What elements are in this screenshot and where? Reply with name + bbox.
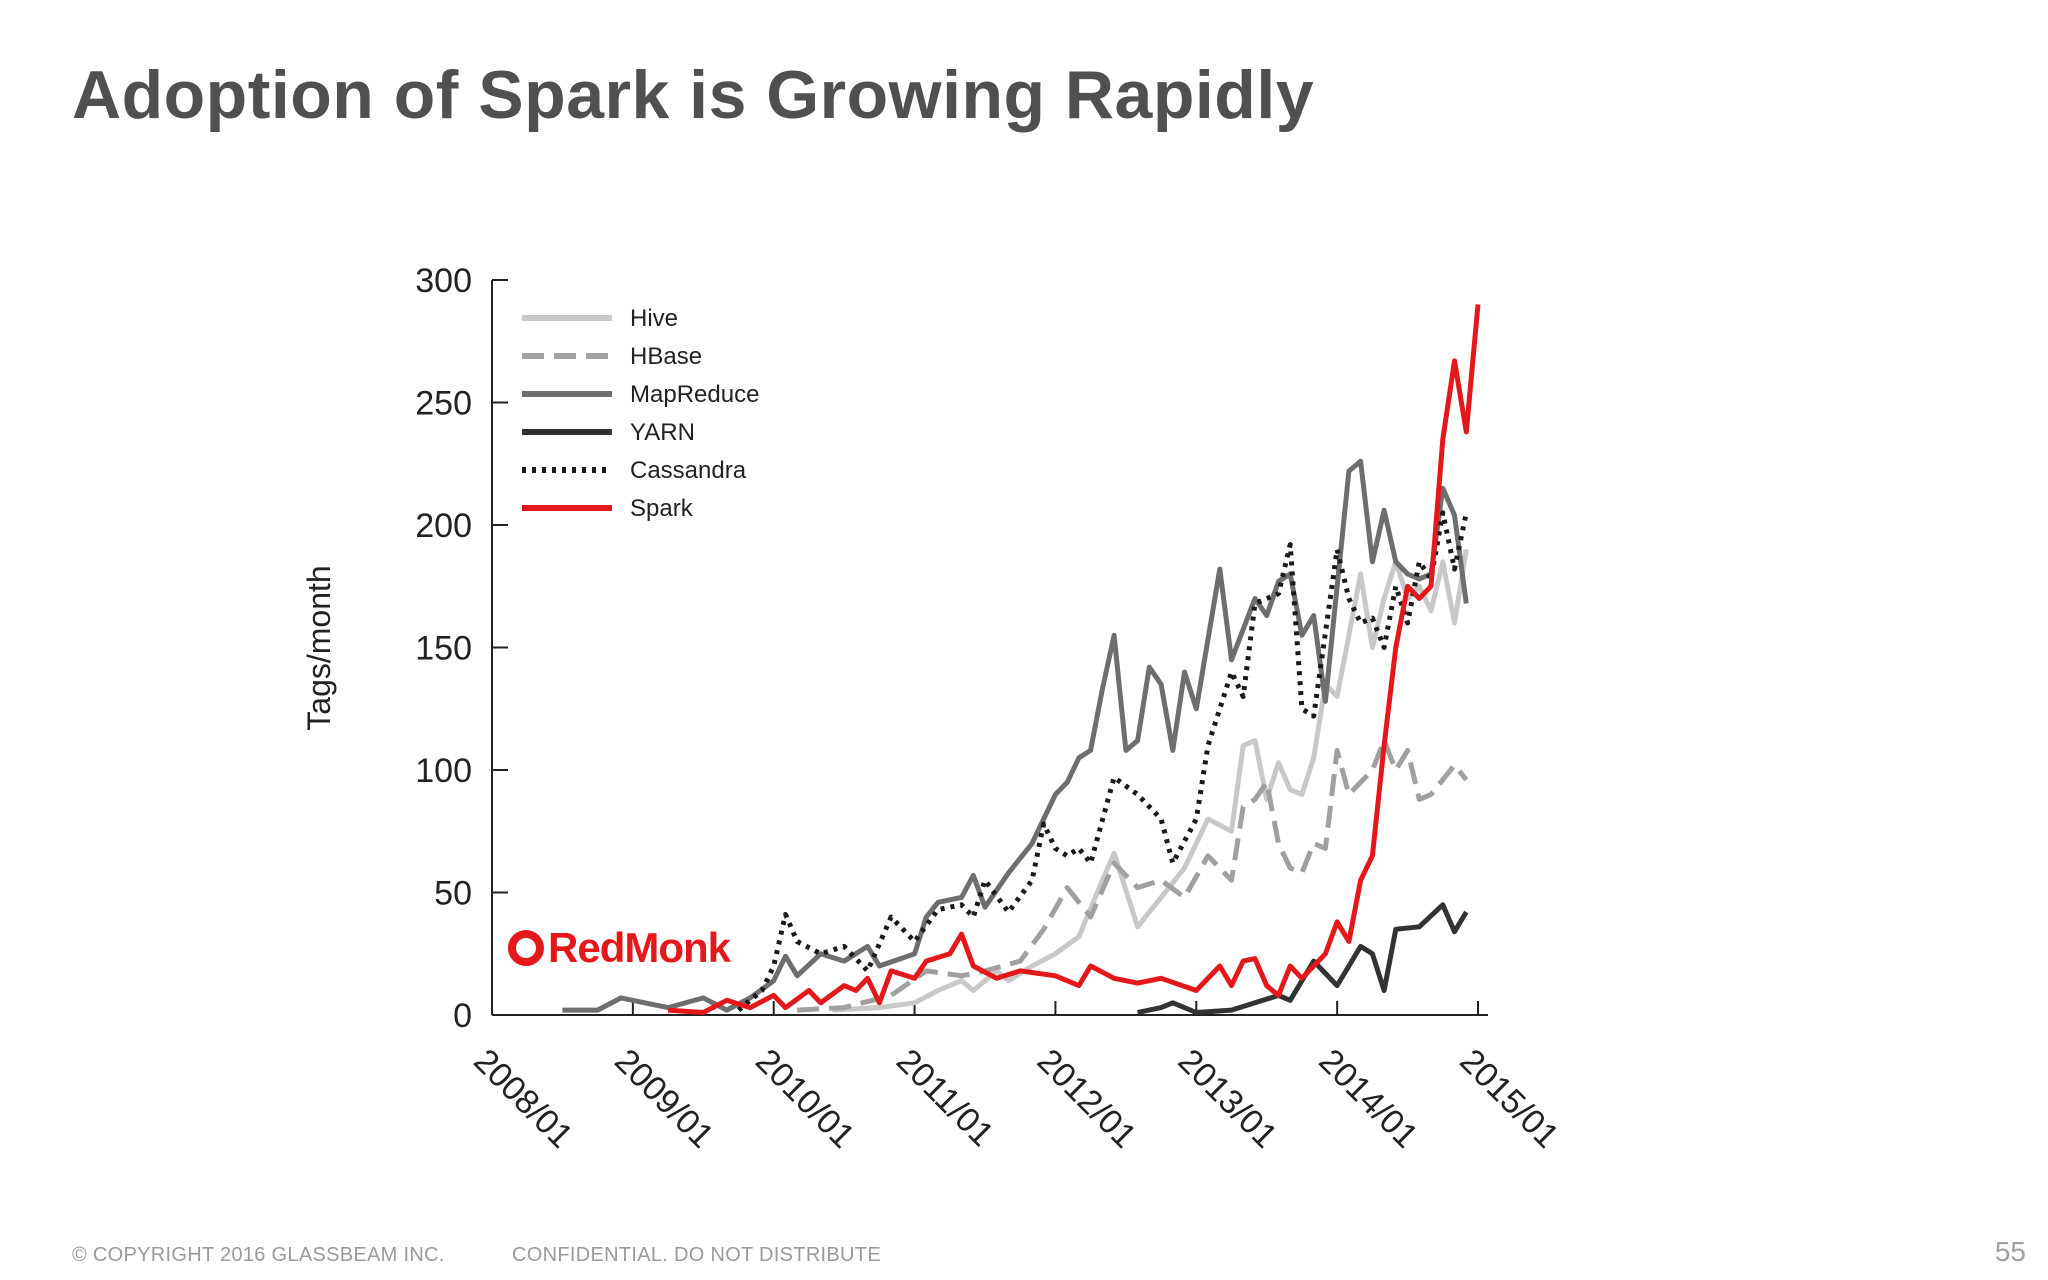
- series-line-hive: [832, 549, 1469, 1013]
- x-tick-label: 2009/01: [607, 1042, 721, 1156]
- x-tick-label: 2015/01: [1452, 1042, 1566, 1156]
- legend-label-yarn: YARN: [630, 419, 695, 446]
- x-tick-label: 2008/01: [466, 1042, 580, 1156]
- footer-confidential: CONFIDENTIAL. DO NOT DISTRIBUTE: [512, 1244, 881, 1266]
- legend-label-mapreduce: MapReduce: [630, 381, 759, 408]
- x-tick-label: 2011/01: [889, 1042, 1001, 1154]
- x-tick-label: 2010/01: [748, 1042, 862, 1156]
- y-tick-label: 150: [415, 630, 472, 668]
- series-line-spark: [667, 304, 1481, 1015]
- x-tick-label: 2014/01: [1311, 1042, 1425, 1156]
- footer-copyright: © COPYRIGHT 2016 GLASSBEAM INC.: [72, 1244, 445, 1266]
- y-tick-label: 300: [415, 262, 472, 300]
- y-tick-label: 0: [453, 997, 472, 1035]
- x-tick-label: 2013/01: [1171, 1042, 1285, 1156]
- series-line-cassandra: [736, 510, 1469, 1013]
- page-number: 55: [1994, 1236, 2026, 1267]
- slide-title: Adoption of Spark is Growing Rapidly: [72, 57, 1315, 133]
- series-line-hbase: [797, 738, 1469, 1013]
- series-line-mapreduce: [562, 458, 1469, 1013]
- legend-label-cassandra: Cassandra: [630, 457, 747, 484]
- y-axis-label: Tags/month: [301, 565, 337, 730]
- y-tick-label: 200: [415, 507, 472, 545]
- series-group: [562, 304, 1481, 1015]
- y-tick-label: 50: [434, 875, 472, 913]
- legend-label-hbase: HBase: [630, 343, 702, 370]
- series-line-yarn: [1137, 902, 1469, 1015]
- x-tick-label: 2012/01: [1030, 1042, 1144, 1156]
- legend-label-hive: Hive: [630, 305, 678, 332]
- y-tick-label: 100: [415, 752, 472, 790]
- redmonk-logo-icon: [508, 930, 544, 966]
- legend-label-spark: Spark: [630, 495, 694, 522]
- chart-legend: Hive HBase MapReduce YARN Cassandra Spark: [522, 305, 759, 522]
- redmonk-watermark: RedMonk: [548, 924, 732, 971]
- y-tick-label: 250: [415, 385, 472, 423]
